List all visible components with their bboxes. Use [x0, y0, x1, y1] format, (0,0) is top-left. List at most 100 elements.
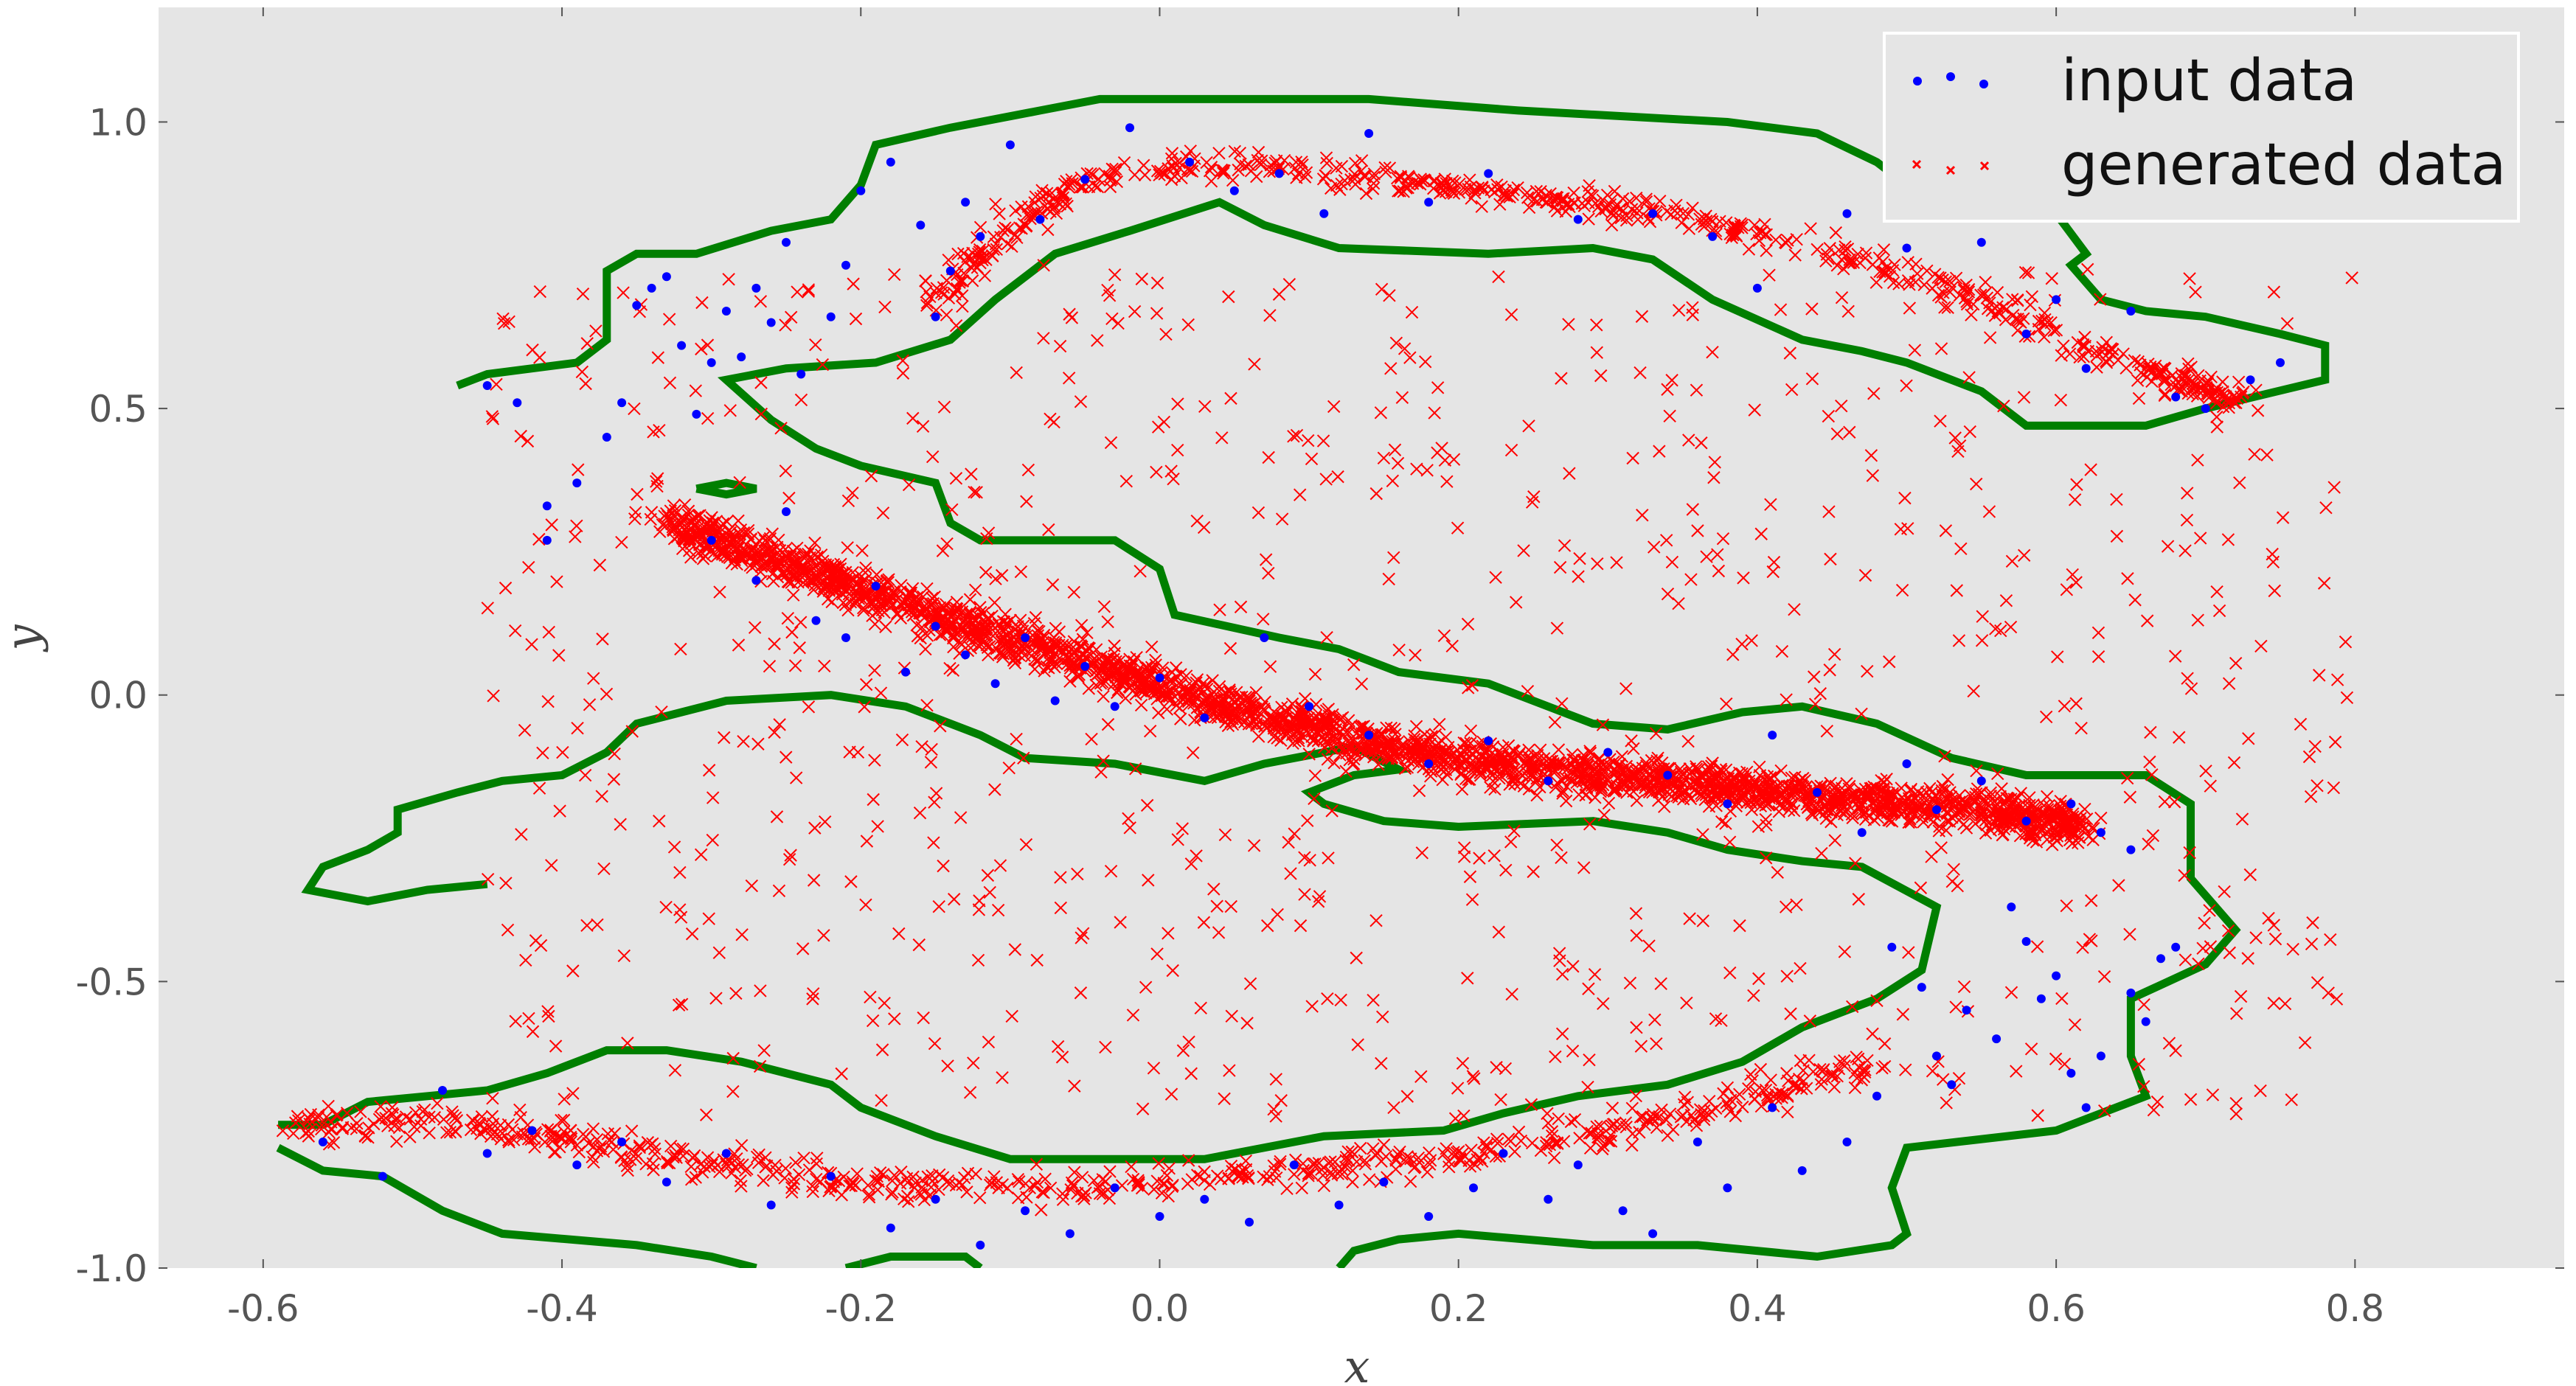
generated-point: [1758, 217, 1771, 231]
generated-point: [965, 467, 978, 481]
generated-point: [859, 898, 872, 911]
generated-point: [1035, 1203, 1048, 1216]
generated-point: [1288, 827, 1301, 840]
generated-point: [1242, 717, 1256, 731]
generated-point: [979, 627, 992, 640]
generated-point: [1625, 1138, 1639, 1152]
generated-point: [2145, 768, 2159, 781]
generated-point: [1511, 181, 1524, 195]
generated-point: [942, 253, 955, 267]
generated-point: [1719, 817, 1732, 830]
generated-point: [1583, 818, 1597, 831]
generated-point: [2232, 375, 2246, 389]
generated-point: [2218, 885, 2231, 899]
generated-point: [2210, 410, 2223, 424]
generated-point: [508, 624, 522, 638]
generated-point: [1839, 240, 1852, 254]
generated-point: [1545, 1129, 1559, 1143]
generated-point: [1305, 1167, 1318, 1180]
legend-label-input-data: input data: [2061, 48, 2357, 114]
generated-point: [1331, 470, 1344, 484]
generated-point: [1174, 712, 1187, 725]
generated-point: [688, 532, 702, 546]
generated-point: [1665, 555, 1679, 569]
generated-point: [1233, 147, 1247, 160]
generated-point: [1968, 790, 1982, 804]
generated-point: [1968, 817, 1982, 831]
generated-point: [1302, 1166, 1316, 1180]
generated-point: [1885, 815, 1899, 828]
generated-point: [974, 250, 988, 264]
generated-point: [900, 1189, 914, 1203]
input-point: [1319, 209, 1329, 218]
generated-point: [667, 499, 681, 512]
generated-point: [1166, 964, 1179, 978]
generated-point: [446, 1109, 459, 1122]
input-point: [737, 352, 746, 362]
generated-point: [1729, 1109, 1743, 1123]
generated-point: [723, 404, 737, 417]
generated-point: [1551, 1137, 1564, 1150]
generated-point: [1711, 548, 1724, 561]
generated-point: [2147, 1103, 2161, 1117]
generated-point: [674, 910, 688, 924]
generated-point: [1218, 708, 1231, 721]
generated-point: [1875, 798, 1889, 812]
generated-point: [1880, 261, 1893, 274]
generated-point: [766, 555, 780, 568]
input-point: [721, 307, 731, 316]
generated-point: [1329, 731, 1343, 745]
input-point: [721, 1149, 731, 1158]
input-point: [1065, 1229, 1075, 1239]
generated-point: [1391, 456, 1405, 470]
generated-point: [1753, 769, 1767, 782]
generated-point: [1423, 1157, 1437, 1171]
generated-point: [1105, 162, 1119, 175]
generated-point: [546, 1131, 560, 1144]
generated-point: [1645, 772, 1659, 786]
generated-point: [1779, 900, 1793, 913]
generated-point: [1680, 996, 1693, 1010]
generated-point: [847, 277, 860, 290]
generated-point: [2106, 343, 2120, 356]
generated-point: [566, 964, 580, 978]
generated-point: [906, 411, 920, 425]
generated-point: [729, 986, 743, 1000]
generated-point: [1133, 565, 1147, 578]
generated-point: [1631, 206, 1644, 220]
generated-point: [647, 425, 660, 439]
generated-point: [1325, 181, 1338, 195]
generated-point: [1086, 658, 1100, 672]
generated-point: [1573, 1132, 1586, 1145]
generated-point: [941, 1059, 954, 1073]
contour-line: [695, 478, 757, 499]
generated-point: [1819, 812, 1833, 826]
generated-point: [423, 1126, 436, 1140]
generated-point: [858, 700, 871, 714]
generated-point: [2327, 481, 2341, 494]
generated-point: [2204, 940, 2218, 953]
generated-point: [664, 1139, 678, 1153]
generated-point: [1355, 154, 1369, 167]
generated-point: [2280, 317, 2294, 330]
generated-point: [1198, 1174, 1211, 1187]
generated-point: [759, 557, 772, 571]
generated-point: [1174, 678, 1188, 692]
generated-point: [1082, 682, 1096, 695]
generated-point: [1327, 400, 1341, 414]
input-point: [2021, 816, 2031, 826]
generated-point: [879, 620, 892, 633]
generated-point: [1261, 1173, 1274, 1186]
generated-point: [1190, 1169, 1204, 1182]
generated-point: [1184, 164, 1197, 178]
generated-point: [989, 198, 1002, 211]
generated-point: [1316, 173, 1330, 186]
generated-point: [1805, 302, 1819, 316]
generated-point: [874, 686, 888, 700]
generated-point: [1527, 193, 1541, 206]
generated-point: [2006, 293, 2019, 306]
generated-point: [1128, 304, 1142, 318]
generated-point: [875, 1043, 889, 1056]
generated-point: [2220, 393, 2234, 406]
generated-point: [864, 469, 878, 483]
